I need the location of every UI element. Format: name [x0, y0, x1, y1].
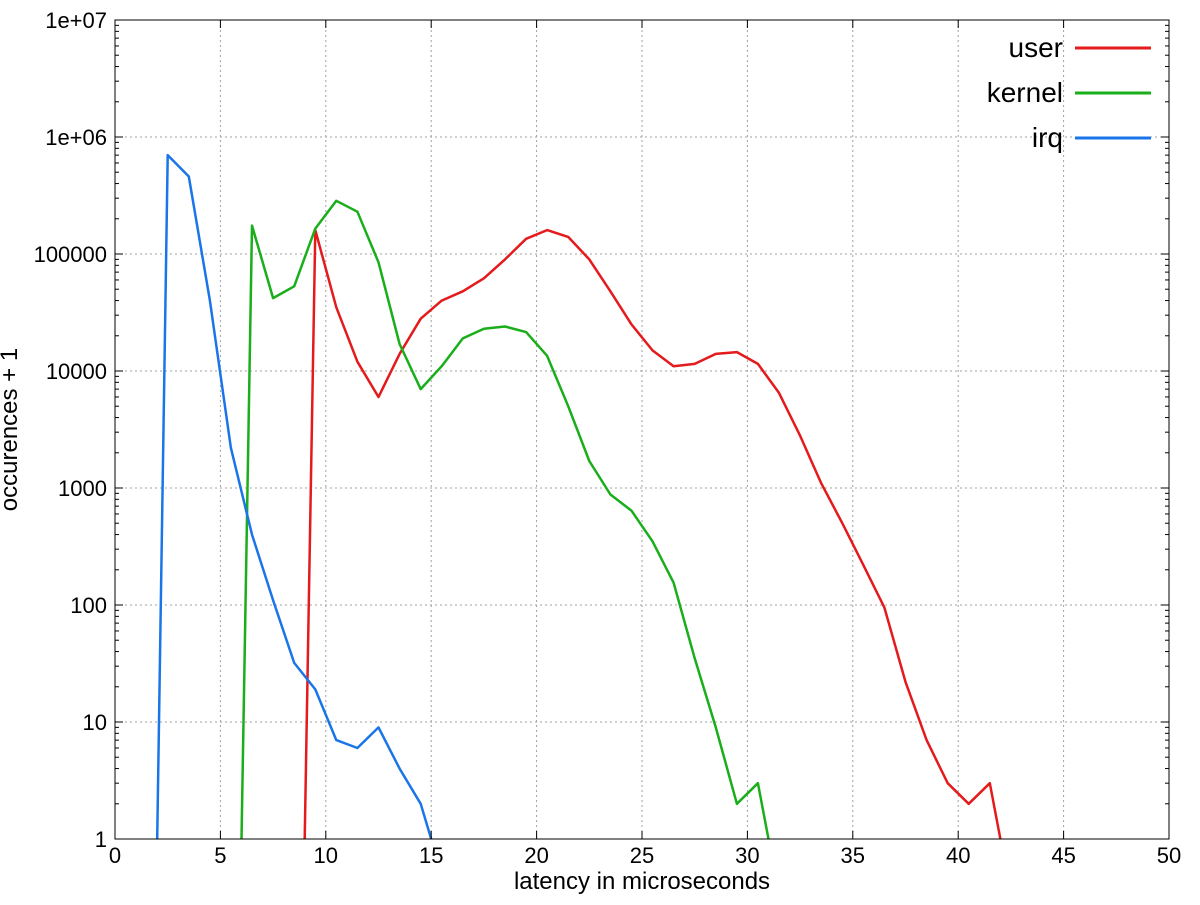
y-tick-label: 1000: [58, 476, 107, 501]
y-tick-label: 10: [83, 710, 107, 735]
x-tick-label: 40: [946, 843, 970, 868]
y-tick-label: 100: [70, 593, 107, 618]
x-tick-label: 5: [214, 843, 226, 868]
axis-ticks: 0 5 10 15 20 25 30 35 40 45 50 1 10 100 1000 10000 10000…: [34, 8, 1182, 868]
y-tick-label: 1e+06: [45, 125, 107, 150]
legend-label-user: user: [1009, 32, 1063, 63]
y-tick-label: 1: [95, 827, 107, 852]
series-line-kernel: [240, 199, 770, 840]
y-tick-label: 100000: [34, 242, 107, 267]
x-tick-label: 45: [1051, 843, 1075, 868]
x-tick-label: 0: [109, 843, 121, 868]
grid-lines: [115, 20, 1169, 839]
y-tick-label: 1e+07: [45, 8, 107, 33]
x-tick-label: 30: [735, 843, 759, 868]
y-axis-label: occurences + 1: [0, 348, 23, 511]
x-tick-label: 25: [630, 843, 654, 868]
series-line-user: [303, 228, 1002, 840]
legend-label-kernel: kernel: [987, 77, 1063, 108]
x-tick-label: 50: [1157, 843, 1181, 868]
x-tick-label: 15: [419, 843, 443, 868]
legend: user kernel irq: [987, 32, 1151, 153]
x-tick-label: 20: [524, 843, 548, 868]
x-tick-label: 35: [841, 843, 865, 868]
legend-label-irq: irq: [1032, 122, 1063, 153]
y-tick-label: 10000: [46, 359, 107, 384]
x-tick-label: 10: [314, 843, 338, 868]
x-axis-label: latency in microseconds: [514, 868, 770, 895]
series-line-irq: [155, 153, 433, 840]
series-lines: [155, 153, 1002, 840]
